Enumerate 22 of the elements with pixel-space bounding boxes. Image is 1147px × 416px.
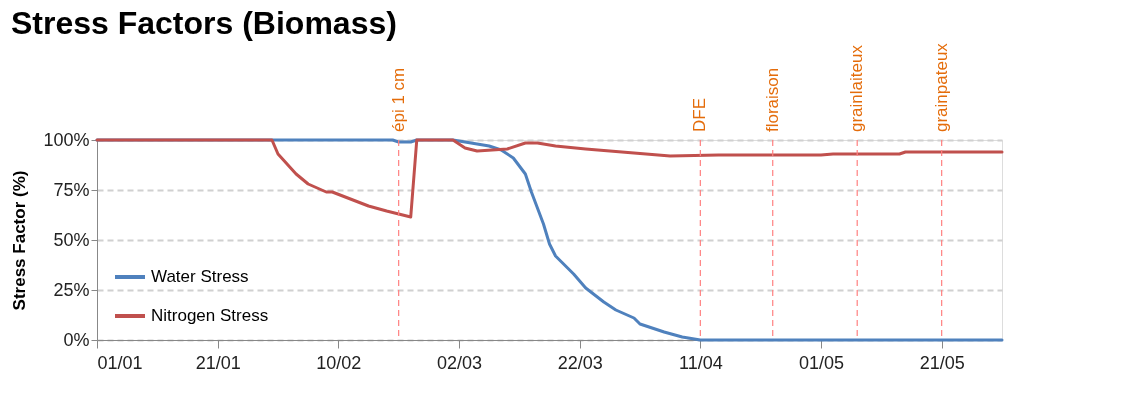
y-tick-label: 100% bbox=[43, 129, 90, 150]
y-tick-label: 25% bbox=[53, 279, 90, 300]
x-tick-label: 11/04 bbox=[678, 352, 723, 373]
ref-line-label: floraison bbox=[762, 67, 782, 132]
ref-line-label: grainpateux bbox=[931, 42, 951, 132]
y-tick-label: 75% bbox=[53, 179, 90, 200]
y-tick-label: 0% bbox=[63, 329, 90, 350]
chart-title: Stress Factors (Biomass) bbox=[10, 5, 397, 42]
x-tick-label: 02/03 bbox=[436, 352, 483, 373]
x-tick-label: 21/01 bbox=[195, 352, 241, 373]
y-axis-title: Stress Factor (%) bbox=[10, 170, 30, 311]
x-tick-label: 01/05 bbox=[798, 352, 845, 373]
y-tick-label: 50% bbox=[53, 229, 90, 250]
x-tick-label: 10/02 bbox=[316, 352, 362, 373]
ref-line-label: DFE bbox=[690, 98, 710, 132]
x-tick-label: 22/03 bbox=[557, 352, 603, 373]
ref-line-label: épi 1 cm bbox=[388, 67, 408, 132]
x-tick-label: 21/05 bbox=[919, 352, 965, 373]
legend-label: Nitrogen Stress bbox=[151, 306, 269, 325]
x-tick-label: 01/01 bbox=[97, 352, 143, 373]
legend-label: Water Stress bbox=[151, 267, 249, 286]
ref-line-label: grainlaiteux bbox=[847, 44, 867, 132]
